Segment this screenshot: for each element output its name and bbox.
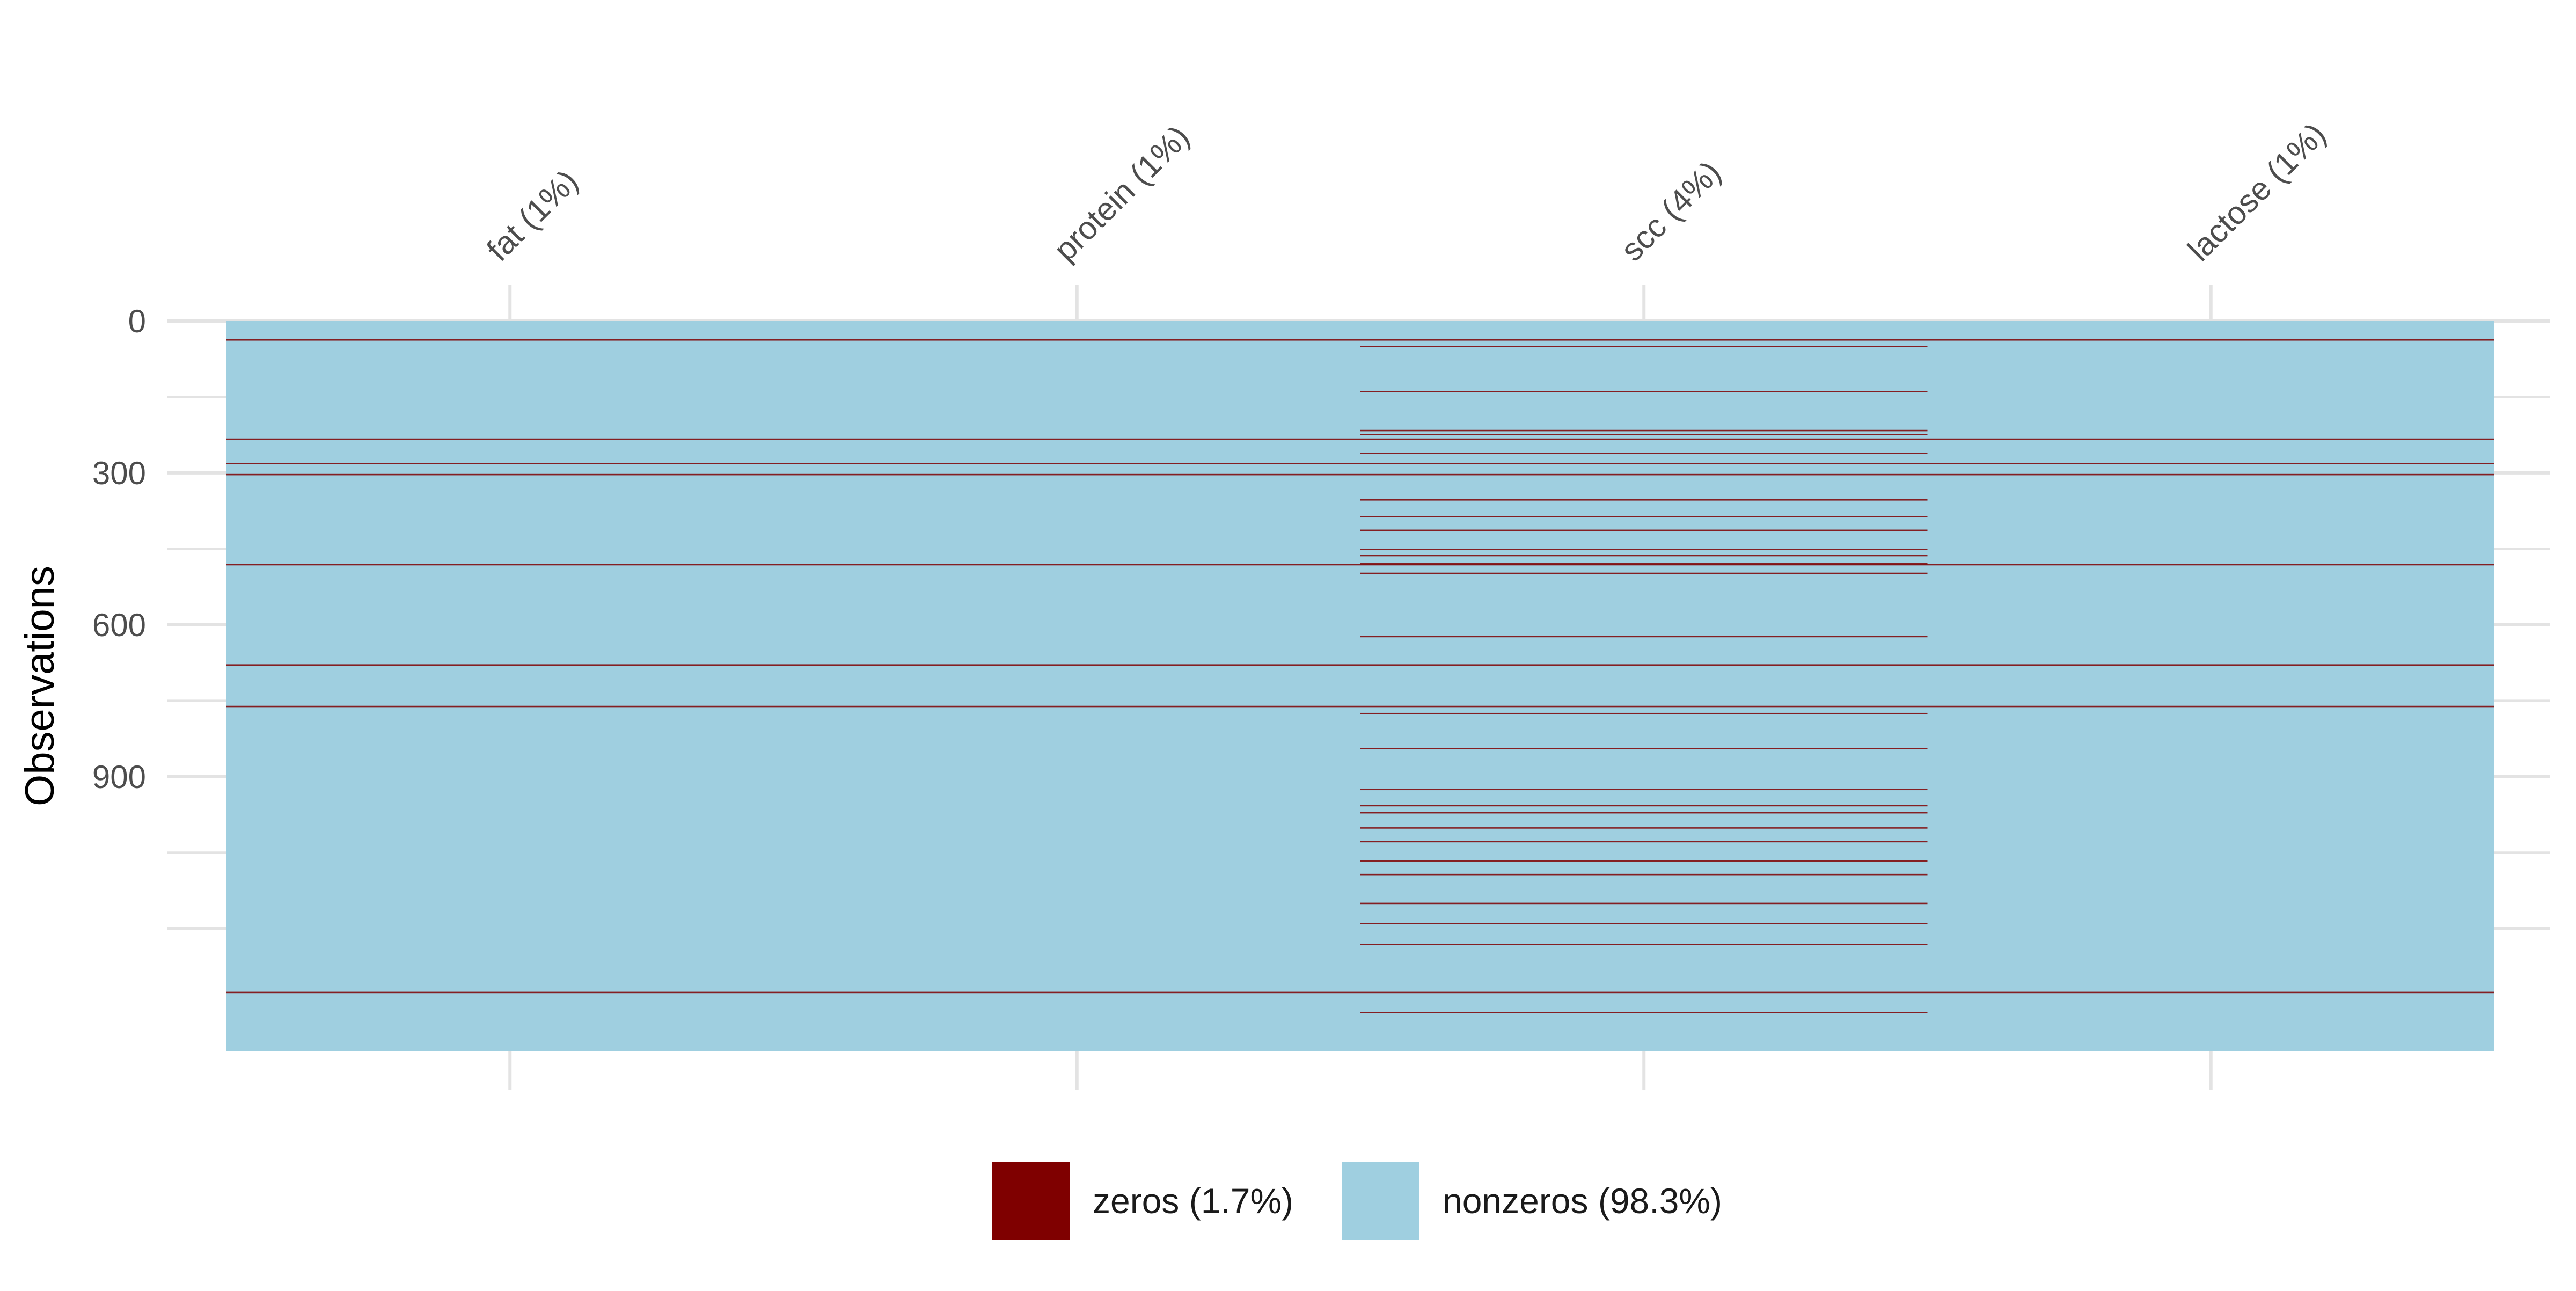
zero-mark — [226, 705, 2494, 708]
legend: zeros (1.7%) nonzeros (98.3%) — [992, 1162, 1722, 1240]
zero-mark — [1360, 516, 1928, 517]
column-labels: fat (1%) protein (1%) scc (4%) lactose (1%) — [480, 116, 2333, 268]
column-label: protein (1%) — [1047, 119, 1196, 268]
zero-mark — [1360, 429, 1928, 432]
column-label: fat (1%) — [480, 163, 585, 268]
zero-mark — [226, 339, 2494, 341]
y-tick-label: 900 — [92, 759, 146, 795]
column-cells — [793, 321, 1360, 1051]
legend-swatch — [1342, 1162, 1419, 1240]
zero-mark — [1360, 805, 1928, 807]
zero-mark — [1360, 346, 1928, 347]
zero-mark — [1360, 748, 1928, 749]
zero-mark — [1360, 636, 1928, 638]
y-axis-title: Observations — [17, 566, 63, 806]
y-tick-label: 600 — [92, 607, 146, 643]
zero-mark — [1360, 529, 1928, 531]
column-cells — [226, 321, 794, 1051]
column-cells — [1927, 321, 2494, 1051]
zero-mark — [1360, 499, 1928, 501]
column-label: scc (4%) — [1614, 154, 1728, 268]
zero-mark — [1360, 563, 1928, 565]
legend-label: zeros (1.7%) — [1093, 1181, 1293, 1221]
y-tick-label: 0 — [128, 303, 146, 339]
zero-mark — [226, 463, 2494, 464]
zero-mark — [226, 438, 2494, 440]
y-tick-label: 300 — [92, 455, 146, 491]
zero-mark — [1360, 549, 1928, 550]
zero-mark — [226, 564, 2494, 566]
zero-mark — [1360, 860, 1928, 862]
zero-mark — [1360, 572, 1928, 574]
cells-layer — [226, 321, 2494, 1051]
zero-mark — [1360, 827, 1928, 829]
zero-mark — [1360, 923, 1928, 924]
zero-mark — [1360, 453, 1928, 454]
zero-mark — [226, 473, 2494, 476]
column-label: lactose (1%) — [2181, 116, 2333, 268]
zero-mark — [1360, 902, 1928, 905]
column-cells — [1360, 321, 1928, 1051]
zero-mark — [226, 664, 2494, 666]
zero-mark — [1360, 873, 1928, 876]
zero-lines-layer — [226, 339, 2494, 1013]
zero-mark — [1360, 434, 1928, 435]
zero-mark — [1360, 712, 1928, 714]
zero-mark — [1360, 841, 1928, 843]
zero-mark — [1360, 789, 1928, 791]
legend-label: nonzeros (98.3%) — [1443, 1181, 1722, 1221]
y-tick-labels: 0 300 600 900 — [92, 303, 146, 795]
zero-mark — [226, 991, 2494, 994]
zero-mark — [1360, 944, 1928, 945]
zero-mark — [1360, 1012, 1928, 1013]
zero-mark — [1360, 812, 1928, 814]
zero-mark — [1360, 555, 1928, 557]
legend-swatch — [992, 1162, 1070, 1240]
zero-mark — [1360, 391, 1928, 392]
